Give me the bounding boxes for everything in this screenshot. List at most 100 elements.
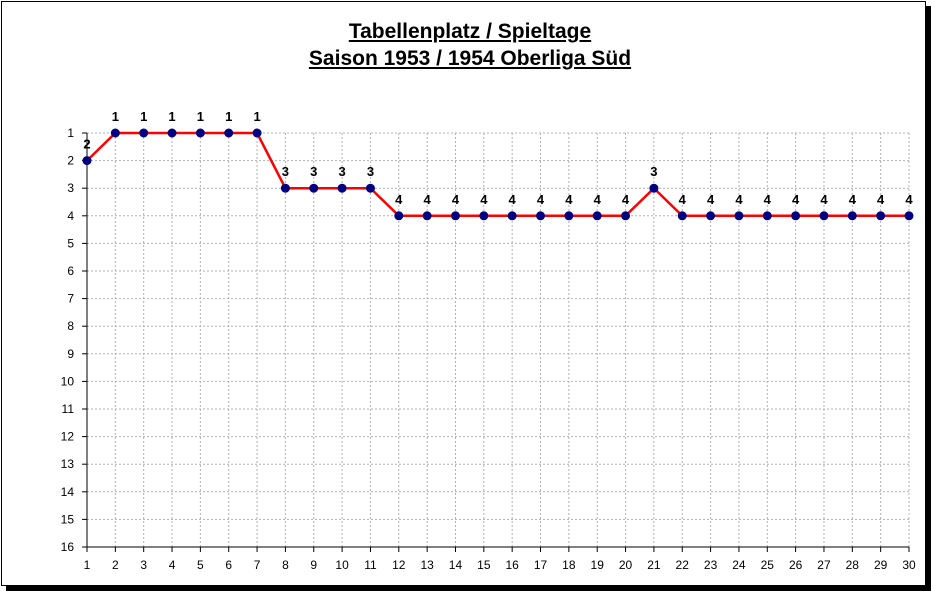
data-point <box>847 211 857 221</box>
x-tick-label: 25 <box>761 558 775 572</box>
data-point <box>479 211 489 221</box>
data-label: 4 <box>735 192 743 207</box>
data-label: 4 <box>594 192 602 207</box>
data-point <box>564 211 574 221</box>
data-point <box>139 128 149 138</box>
data-label: 3 <box>338 164 345 179</box>
data-point <box>82 156 92 166</box>
y-tick-label: 11 <box>62 402 75 416</box>
x-tick-label: 16 <box>505 558 519 572</box>
y-tick-label: 14 <box>61 485 75 499</box>
x-tick-label: 29 <box>874 558 888 572</box>
chart-title: Tabellenplatz / Spieltage <box>348 20 592 43</box>
data-label: 4 <box>509 192 517 207</box>
data-label: 4 <box>707 192 715 207</box>
data-point <box>252 128 262 138</box>
x-tick-label: 21 <box>647 558 661 572</box>
y-tick-label: 5 <box>67 236 74 250</box>
y-tick-label: 3 <box>67 181 74 195</box>
data-point <box>337 183 347 193</box>
x-tick-label: 1 <box>84 558 91 572</box>
chart-title-block: Tabellenplatz / Spieltage Saison 1953 / … <box>0 18 932 72</box>
x-tick-label: 26 <box>789 558 803 572</box>
data-point <box>536 211 546 221</box>
data-point <box>592 211 602 221</box>
chart-subtitle: Saison 1953 / 1954 Oberliga Süd <box>308 47 632 70</box>
x-tick-label: 28 <box>846 558 860 572</box>
data-point <box>309 183 319 193</box>
data-point <box>195 128 205 138</box>
data-label-layer: 2 1 1 1 1 1 1 3 3 3 3 4 4 4 4 4 4 4 4 4 3 4 4 4 4 4 4 4 4 4 <box>83 109 913 207</box>
data-label: 3 <box>310 164 317 179</box>
y-tick-label: 9 <box>67 347 74 361</box>
x-tick-label: 24 <box>732 558 746 572</box>
data-point <box>734 211 744 221</box>
x-tick-label: 2 <box>112 558 119 572</box>
data-label: 4 <box>424 192 432 207</box>
data-label: 3 <box>282 164 289 179</box>
data-label: 1 <box>140 109 147 124</box>
data-label: 4 <box>792 192 800 207</box>
data-point <box>365 183 375 193</box>
data-point <box>110 128 120 138</box>
y-tick-label: 4 <box>67 209 74 223</box>
x-tick-label: 5 <box>197 558 204 572</box>
data-point <box>224 128 234 138</box>
frame-shadow-right <box>926 6 931 588</box>
data-point <box>649 183 659 193</box>
data-label: 3 <box>367 164 374 179</box>
x-tick-label: 23 <box>704 558 718 572</box>
data-point <box>791 211 801 221</box>
data-point <box>677 211 687 221</box>
data-label: 2 <box>83 137 90 152</box>
data-label: 4 <box>877 192 885 207</box>
x-tick-label: 12 <box>392 558 406 572</box>
x-tick-label: 14 <box>449 558 463 572</box>
y-tick-label: 6 <box>67 264 74 278</box>
series-layer <box>82 128 914 221</box>
data-label: 1 <box>112 109 119 124</box>
data-point <box>450 211 460 221</box>
x-tick-label: 22 <box>676 558 690 572</box>
x-tick-label: 13 <box>420 558 434 572</box>
y-tick-label: 1 <box>67 126 74 140</box>
data-point <box>422 211 432 221</box>
data-label: 1 <box>225 109 232 124</box>
data-label: 4 <box>480 192 488 207</box>
data-label: 4 <box>452 192 460 207</box>
data-label: 4 <box>537 192 545 207</box>
data-point <box>280 183 290 193</box>
data-point <box>394 211 404 221</box>
frame-shadow-bottom <box>6 586 931 591</box>
data-point <box>621 211 631 221</box>
x-tick-label: 3 <box>140 558 147 572</box>
x-tick-label: 30 <box>902 558 916 572</box>
data-label: 1 <box>197 109 204 124</box>
data-label: 4 <box>565 192 573 207</box>
x-tick-label: 18 <box>562 558 576 572</box>
data-label: 4 <box>820 192 828 207</box>
data-point <box>904 211 914 221</box>
x-tick-label: 20 <box>619 558 633 572</box>
grid-layer <box>87 132 910 547</box>
data-point <box>167 128 177 138</box>
x-tick-label: 19 <box>591 558 605 572</box>
y-tick-label: 12 <box>61 430 75 444</box>
data-label: 4 <box>679 192 687 207</box>
data-point <box>762 211 772 221</box>
data-label: 4 <box>395 192 403 207</box>
data-label: 3 <box>650 164 657 179</box>
data-label: 1 <box>168 109 175 124</box>
data-point <box>876 211 886 221</box>
data-point <box>706 211 716 221</box>
y-tick-label: 7 <box>67 292 74 306</box>
data-label: 1 <box>253 109 260 124</box>
series-line <box>86 131 909 218</box>
data-label: 4 <box>849 192 857 207</box>
data-point <box>819 211 829 221</box>
y-tick-label: 15 <box>61 512 75 526</box>
x-tick-label: 11 <box>364 558 377 572</box>
